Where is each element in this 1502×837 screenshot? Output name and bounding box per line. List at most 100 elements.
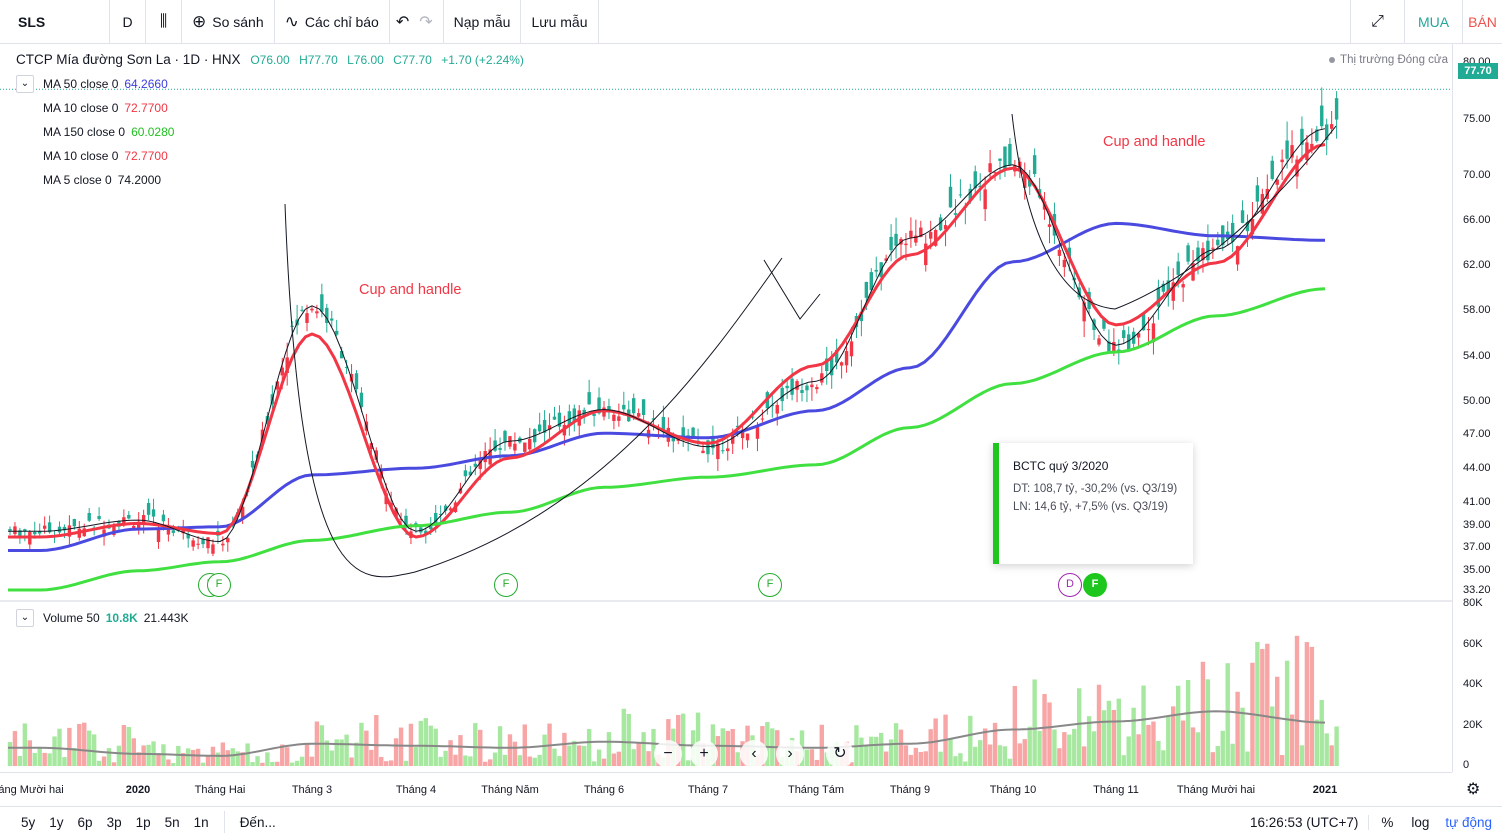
price-tick: 41.00 bbox=[1463, 496, 1491, 509]
volume-bar bbox=[1027, 726, 1032, 766]
candle-body bbox=[325, 307, 329, 324]
volume-bar bbox=[517, 755, 523, 766]
time-axis[interactable]: háng Mười hai 2020 Tháng Hai Tháng 3 Tháng 4… bbox=[0, 772, 1452, 806]
range-6m-button[interactable]: 6p bbox=[77, 814, 93, 830]
event-financial-marker[interactable]: F bbox=[207, 573, 231, 597]
settings-gear-icon[interactable]: ⚙ bbox=[1466, 781, 1481, 798]
volume-bar bbox=[577, 745, 582, 766]
chart-type-button[interactable]: ⫼ bbox=[146, 0, 182, 44]
annotation-cup-handle-1[interactable]: Cup and handle bbox=[359, 282, 462, 298]
buy-button[interactable]: MUA bbox=[1404, 0, 1462, 44]
price-tick: 35.00 bbox=[1463, 563, 1491, 576]
indicator-legend-ma10[interactable]: MA 10 close 0 72.7700 bbox=[43, 101, 168, 115]
range-3m-button[interactable]: 3p bbox=[106, 814, 122, 830]
volume-bar bbox=[294, 760, 300, 766]
event-financial-marker[interactable]: F bbox=[758, 573, 782, 597]
save-template-button[interactable]: Lưu mẫu bbox=[521, 0, 599, 44]
compare-button[interactable]: ⊕ So sánh bbox=[182, 0, 275, 44]
zoom-in-button[interactable]: + bbox=[690, 740, 718, 768]
candle-body bbox=[1166, 280, 1170, 293]
clock[interactable]: 16:26:53 (UTC+7) bbox=[1240, 815, 1370, 830]
goto-date-button[interactable]: Đến... bbox=[239, 814, 276, 830]
candle-body bbox=[320, 294, 324, 312]
candle-body bbox=[780, 387, 784, 402]
undo-button[interactable]: ↶ bbox=[390, 0, 415, 44]
fullscreen-button[interactable]: ⤢ bbox=[1350, 0, 1404, 44]
volume-bar bbox=[596, 749, 602, 766]
collapse-volume-button[interactable]: ⌄ bbox=[16, 609, 34, 627]
candle-body bbox=[339, 350, 344, 359]
event-financial-marker[interactable]: F bbox=[494, 573, 518, 597]
volume-bar bbox=[483, 761, 488, 766]
volume-bar bbox=[304, 742, 310, 766]
indicator-legend-ma10-b[interactable]: MA 10 close 0 72.7700 bbox=[43, 149, 168, 163]
resolution-button[interactable]: D bbox=[110, 0, 146, 44]
price-axis[interactable]: 80.0075.0070.0066.0062.0058.0054.0050.00… bbox=[1452, 44, 1502, 772]
volume-bar bbox=[1156, 740, 1161, 766]
candle-body bbox=[1280, 159, 1284, 163]
price-chart[interactable] bbox=[0, 44, 1452, 772]
volume-legend[interactable]: Volume 50 10.8K 21.443K bbox=[43, 611, 188, 625]
load-template-button[interactable]: Nạp mẫu bbox=[444, 0, 522, 44]
scroll-right-button[interactable]: › bbox=[776, 740, 804, 768]
zoom-out-button[interactable]: − bbox=[654, 740, 682, 768]
annotation-cup-handle-2[interactable]: Cup and handle bbox=[1103, 134, 1206, 150]
sell-button[interactable]: BÁN bbox=[1462, 0, 1502, 44]
volume-bar bbox=[869, 736, 874, 766]
volume-bar bbox=[77, 724, 82, 766]
volume-bar bbox=[1270, 706, 1275, 766]
event-financial-marker-active[interactable]: F bbox=[1083, 573, 1107, 597]
range-5d-button[interactable]: 5n bbox=[164, 814, 180, 830]
candle-body bbox=[1196, 247, 1200, 262]
volume-bar bbox=[908, 754, 914, 766]
log-scale-button[interactable]: log bbox=[1411, 815, 1430, 830]
volume-bar bbox=[1319, 699, 1324, 766]
volume-bar bbox=[1131, 707, 1136, 766]
volume-bar bbox=[676, 714, 681, 766]
volume-bar bbox=[987, 744, 993, 766]
volume-bar bbox=[997, 745, 1003, 766]
candle-body bbox=[1211, 247, 1215, 249]
candle-body bbox=[547, 425, 552, 430]
candle-body bbox=[201, 538, 205, 545]
candle-body bbox=[191, 540, 195, 547]
volume-bar bbox=[1235, 691, 1240, 766]
indicator-legend-ma150[interactable]: MA 150 close 0 60.0280 bbox=[43, 125, 174, 139]
candle-body bbox=[726, 448, 730, 452]
volume-bar bbox=[582, 745, 587, 766]
candle-body bbox=[369, 443, 374, 450]
indicators-button[interactable]: ∿ Các chỉ báo bbox=[275, 0, 390, 44]
bottom-bar: 5y 1y 6p 3p 1p 5n 1n Đến... 16:26:53 (UT… bbox=[0, 806, 1502, 837]
percent-scale-button[interactable]: % bbox=[1381, 815, 1394, 830]
indicator-icon: ∿ bbox=[284, 11, 299, 31]
indicator-legend-ma5[interactable]: MA 5 close 0 74.2000 bbox=[43, 173, 161, 187]
candle-body bbox=[597, 397, 601, 414]
candle-body bbox=[859, 311, 864, 322]
candle-body bbox=[141, 515, 146, 524]
reset-chart-button[interactable]: ↻ bbox=[826, 740, 854, 768]
volume-bar bbox=[542, 734, 547, 766]
candle-body bbox=[958, 194, 963, 196]
collapse-legend-button[interactable]: ⌄ bbox=[16, 75, 34, 93]
volume-bar bbox=[864, 745, 869, 766]
earnings-title: BCTC quý 3/2020 bbox=[1013, 459, 1109, 473]
event-dividend-marker[interactable]: D bbox=[1058, 573, 1082, 597]
symbol-search[interactable]: SLS bbox=[0, 0, 110, 44]
candle-body bbox=[151, 509, 156, 517]
range-1y-button[interactable]: 1y bbox=[49, 814, 64, 830]
volume-bar bbox=[299, 756, 305, 766]
candle-body bbox=[943, 225, 948, 230]
indicator-name: MA 50 close 0 bbox=[43, 77, 119, 91]
auto-scale-button[interactable]: tự động bbox=[1445, 815, 1492, 830]
range-5y-button[interactable]: 5y bbox=[21, 814, 36, 830]
range-1m-button[interactable]: 1p bbox=[135, 814, 151, 830]
candle-body bbox=[919, 227, 923, 238]
candle-body bbox=[1003, 146, 1007, 169]
scroll-left-button[interactable]: ‹ bbox=[740, 740, 768, 768]
candle-body bbox=[8, 529, 12, 531]
redo-button[interactable]: ↷ bbox=[415, 0, 444, 44]
volume-bar bbox=[1052, 729, 1057, 766]
range-1d-button[interactable]: 1n bbox=[193, 814, 209, 830]
market-status-label: Thị trường Đóng cửa bbox=[1340, 54, 1448, 66]
indicator-legend-ma50[interactable]: MA 50 close 0 64.2660 bbox=[43, 77, 168, 91]
